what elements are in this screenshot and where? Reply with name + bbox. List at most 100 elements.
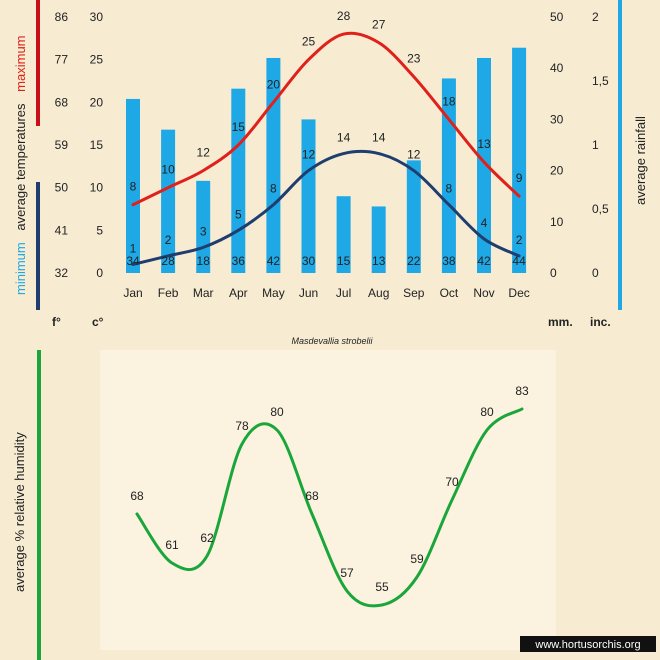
- max-value-label: 18: [442, 94, 456, 108]
- humidity-value-label: 68: [130, 489, 144, 503]
- month-label-sep: Sep: [403, 286, 425, 300]
- min-value-label: 3: [200, 224, 207, 238]
- mm-tick: 20: [550, 164, 564, 178]
- fahrenheit-unit: f°: [52, 315, 61, 329]
- humidity-indicator-bar: [37, 350, 41, 660]
- month-label-jul: Jul: [336, 286, 351, 300]
- humidity-chart: 68 61 62 78 80 68 57 55 59 70 80 83: [130, 384, 529, 608]
- inch-tick: 1: [592, 138, 599, 152]
- min-value-label: 5: [235, 207, 242, 221]
- max-value-label: 9: [516, 171, 523, 185]
- mm-tick: 0: [550, 266, 557, 280]
- rain-value-label: 34: [126, 254, 140, 268]
- celsius-tick: 0: [96, 266, 103, 280]
- minimum-label: minimum: [13, 242, 28, 295]
- rain-bar-jul: [336, 196, 351, 273]
- rain-bar-apr: [231, 88, 246, 274]
- month-label-feb: Feb: [158, 286, 179, 300]
- minimum-temperature-line: [131, 149, 521, 266]
- max-value-label: 8: [130, 180, 137, 194]
- mm-tick: 30: [550, 112, 564, 126]
- chart-title: Masdevallia strobelii: [291, 336, 373, 346]
- month-label-nov: Nov: [473, 286, 494, 300]
- rain-value-label: 28: [161, 254, 175, 268]
- month-label-mar: Mar: [193, 286, 214, 300]
- max-value-label: 23: [407, 52, 421, 66]
- min-value-label: 8: [446, 182, 453, 196]
- avg-temp-label: average temperatures: [13, 103, 28, 231]
- humidity-value-label: 59: [410, 552, 424, 566]
- mm-tick: 10: [550, 215, 564, 229]
- month-label-apr: Apr: [229, 286, 248, 300]
- inch-tick: 0,5: [592, 202, 609, 216]
- axis-ticks: Jan Feb Mar Apr May Jun Jul Aug Sep Oct Nov Dec3241…: [55, 10, 609, 300]
- month-label-jun: Jun: [299, 286, 318, 300]
- rain-value-label: 42: [267, 254, 281, 268]
- humidity-value-label: 68: [305, 489, 319, 503]
- celsius-tick: 5: [96, 223, 103, 237]
- max-value-label: 10: [161, 163, 175, 177]
- celsius-tick: 30: [90, 10, 104, 24]
- inches-unit: inc.: [590, 315, 611, 329]
- fahrenheit-tick: 41: [55, 223, 69, 237]
- celsius-tick: 15: [90, 138, 104, 152]
- humidity-value-label: 80: [270, 405, 284, 419]
- inch-tick: 2: [592, 10, 599, 24]
- humidity-value-label: 61: [165, 538, 179, 552]
- rain-bar-may: [266, 57, 281, 274]
- month-label-oct: Oct: [440, 286, 459, 300]
- mm-tick: 40: [550, 61, 564, 75]
- fahrenheit-tick: 86: [55, 10, 69, 24]
- fahrenheit-tick: 68: [55, 95, 69, 109]
- celsius-unit: c°: [92, 315, 104, 329]
- humidity-panel: [100, 350, 556, 650]
- rainfall-bars: [126, 47, 527, 274]
- humidity-value-label: 80: [480, 405, 494, 419]
- min-indicator-bar: [36, 182, 40, 310]
- celsius-tick: 20: [90, 95, 104, 109]
- rain-value-label: 36: [232, 254, 246, 268]
- temperature-lines: [131, 31, 521, 266]
- rain-bar-sep: [406, 160, 421, 273]
- humidity-value-label: 70: [445, 475, 459, 489]
- month-label-may: May: [262, 286, 285, 300]
- month-label-jan: Jan: [123, 286, 142, 300]
- right-axis-title: average rainfall: [633, 116, 648, 205]
- min-value-label: 14: [372, 131, 386, 145]
- rain-bar-jan: [126, 98, 140, 273]
- maximum-label: maximum: [13, 35, 28, 91]
- left-axis-title: minimum average temperatures maximum: [13, 35, 28, 295]
- max-value-label: 12: [197, 146, 211, 160]
- max-value-label: 27: [372, 18, 386, 32]
- min-value-label: 1: [130, 241, 137, 255]
- rain-value-label: 42: [477, 254, 491, 268]
- mm-unit: mm.: [548, 315, 573, 329]
- mm-tick: 50: [550, 10, 564, 24]
- max-value-label: 25: [302, 35, 316, 49]
- min-value-label: 4: [481, 216, 488, 230]
- rain-bar-feb: [161, 129, 176, 273]
- inch-tick: 0: [592, 266, 599, 280]
- fahrenheit-tick: 77: [55, 53, 69, 67]
- celsius-tick: 25: [90, 53, 104, 67]
- humidity-value-label: 83: [515, 384, 529, 398]
- min-value-label: 14: [337, 131, 351, 145]
- max-indicator-bar: [36, 0, 40, 126]
- month-label-aug: Aug: [368, 286, 389, 300]
- rain-bar-nov: [477, 57, 491, 274]
- rain-indicator-bar: [618, 0, 622, 310]
- max-value-label: 20: [267, 77, 281, 91]
- fahrenheit-tick: 32: [55, 266, 69, 280]
- humidity-value-label: 62: [200, 531, 214, 545]
- fahrenheit-tick: 59: [55, 138, 69, 152]
- humidity-value-label: 55: [375, 580, 389, 594]
- maximum-temperature-line: [131, 31, 521, 207]
- min-value-label: 8: [270, 182, 277, 196]
- min-value-label: 2: [165, 233, 172, 247]
- max-value-label: 15: [232, 120, 246, 134]
- celsius-tick: 10: [90, 181, 104, 195]
- rain-bar-aug: [371, 206, 386, 273]
- rain-value-label: 38: [442, 254, 456, 268]
